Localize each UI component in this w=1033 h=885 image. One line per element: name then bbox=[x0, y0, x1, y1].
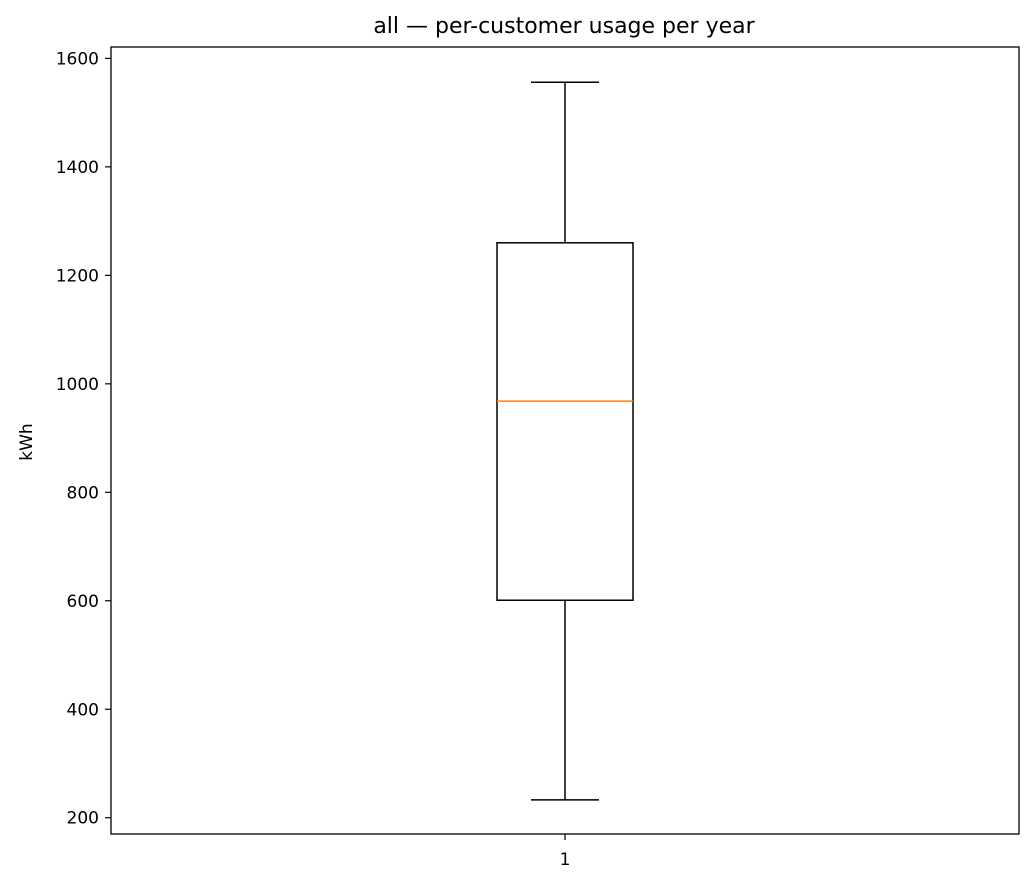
plot-area: 200 400 600 800 1000 1200 1400 1600 1 bbox=[56, 49, 634, 870]
y-axis-label: kWh bbox=[17, 423, 37, 460]
y-tick-label: 1200 bbox=[56, 266, 99, 286]
y-tick-label: 200 bbox=[67, 809, 99, 829]
y-tick-label: 1600 bbox=[56, 49, 99, 69]
x-tick-label: 1 bbox=[560, 850, 571, 870]
iqr-box bbox=[496, 242, 634, 601]
y-tick-label: 1000 bbox=[56, 375, 99, 395]
y-tick-label: 1400 bbox=[56, 158, 99, 178]
plot-frame bbox=[110, 46, 1020, 835]
y-tick-label: 400 bbox=[67, 700, 99, 720]
chart-title: all — per-customer usage per year bbox=[373, 14, 755, 39]
y-tick-label: 800 bbox=[67, 483, 99, 503]
y-tick-label: 600 bbox=[67, 592, 99, 612]
